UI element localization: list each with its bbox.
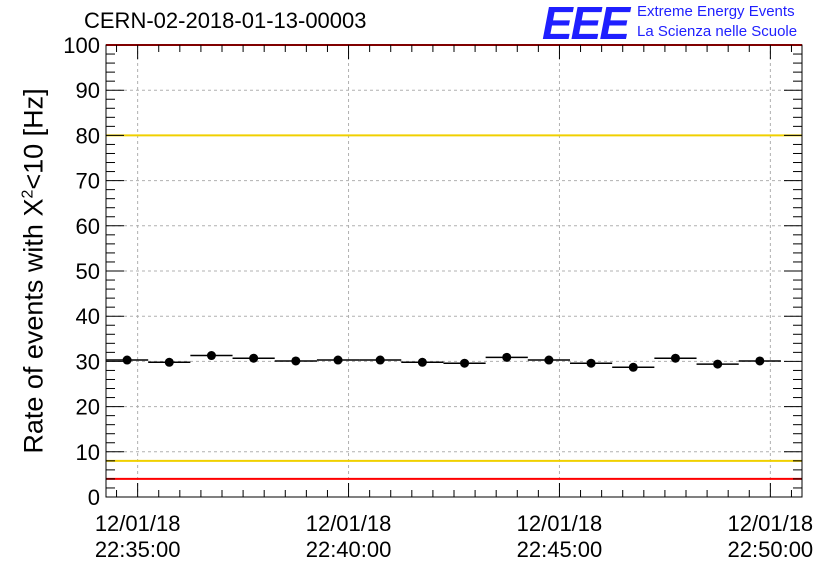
x-tick-label-time: 22:35:00 [95,537,181,562]
x-tick-label-date: 12/01/18 [95,511,181,536]
y-axis-label: Rate of events with X2<10 [Hz] [18,88,49,454]
data-point [460,358,470,368]
y-tick-label: 70 [76,169,100,194]
logo-line-1: Extreme Energy Events [637,3,795,20]
data-point [206,351,216,361]
y-tick-label: 90 [76,78,100,103]
y-tick-label: 20 [76,395,100,420]
logo-line-2: La Scienza nelle Scuole [637,23,798,40]
data-point [164,357,174,367]
y-tick-label: 30 [76,349,100,374]
x-tick-label-date: 12/01/18 [517,511,603,536]
x-tick-label-time: 22:40:00 [306,537,392,562]
data-point [375,355,385,365]
eee-logo: EEE [542,0,630,49]
data-point [586,358,596,368]
y-tick-label: 60 [76,214,100,239]
x-tick-label-time: 22:45:00 [517,537,603,562]
data-point [291,356,301,366]
y-tick-label: 80 [76,123,100,148]
y-tick-label: 40 [76,304,100,329]
data-point [249,353,259,363]
data-point [713,359,723,369]
data-point [417,357,427,367]
data-point [333,355,343,365]
data-point [755,356,765,366]
chart-title: CERN-02-2018-01-13-00003 [84,8,367,33]
data-point [670,353,680,363]
x-tick-label-date: 12/01/18 [728,511,814,536]
y-tick-label: 50 [76,259,100,284]
x-tick-label-time: 22:50:00 [728,537,814,562]
data-point [544,355,554,365]
data-point [502,352,512,362]
x-tick-label-date: 12/01/18 [306,511,392,536]
data-point [122,355,132,365]
y-tick-label: 0 [88,485,100,510]
y-tick-label: 100 [63,33,100,58]
y-tick-label: 10 [76,440,100,465]
data-point [628,362,638,372]
